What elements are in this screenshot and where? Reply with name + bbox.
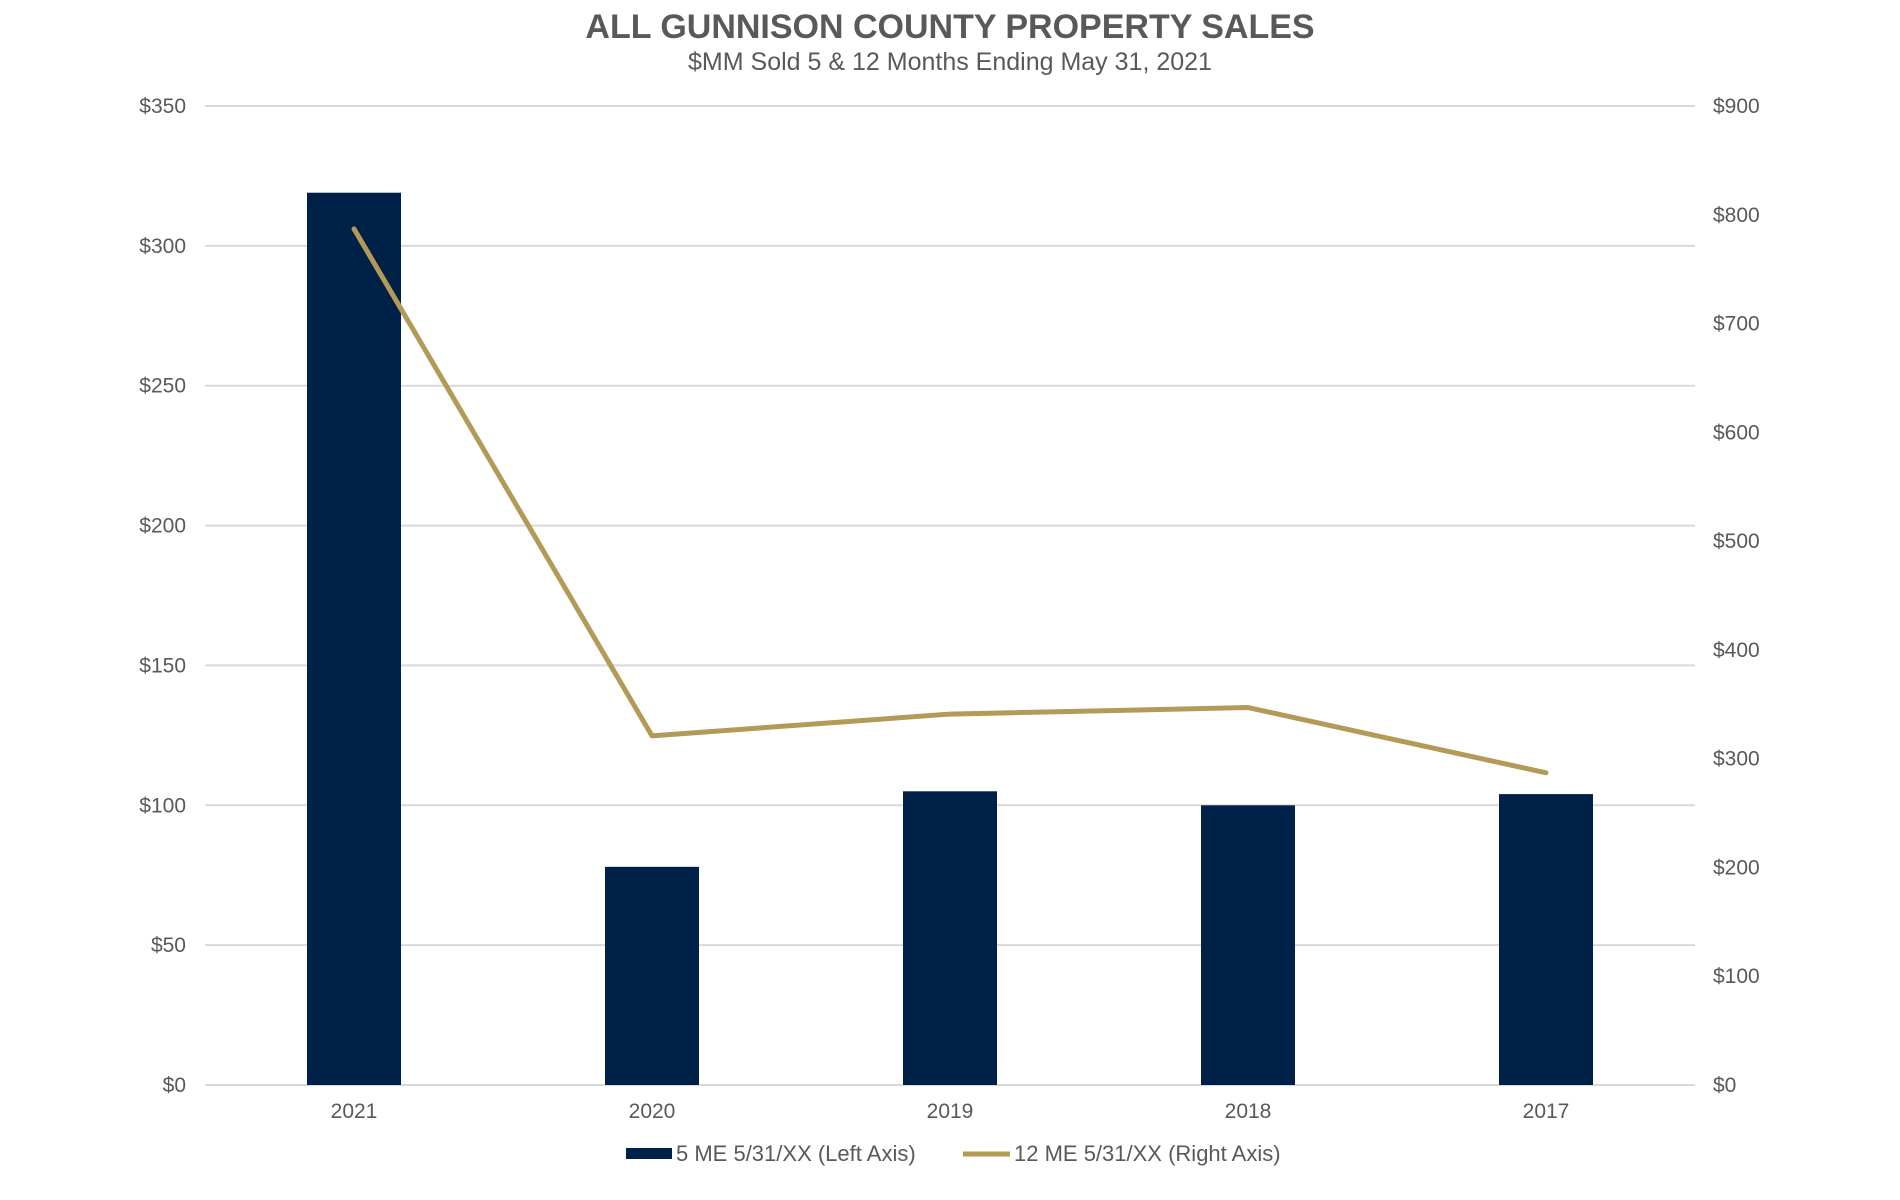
left-axis-tick-label: $0 [163,1074,186,1097]
left-axis: $0 $50 $100 $150 $200 $250 $300 $350 [139,95,186,1097]
x-axis: 2021 2020 2019 2018 2017 [331,1100,1570,1123]
left-axis-tick-label: $200 [139,515,186,538]
right-axis-tick-label: $200 [1713,856,1760,879]
line-series [351,226,1549,776]
chart-subtitle: $MM Sold 5 & 12 Months Ending May 31, 20… [688,48,1212,76]
bar [1201,805,1295,1085]
line-point [352,226,356,231]
left-axis-tick-label: $150 [139,654,186,677]
right-axis-tick-label: $0 [1713,1074,1736,1097]
right-axis-tick-label: $600 [1713,421,1760,444]
line-point [948,712,952,717]
bar-series [307,192,1593,1085]
bar [307,192,401,1085]
bar [605,866,699,1085]
right-axis-tick-label: $800 [1713,204,1760,227]
line-point [1246,705,1250,710]
chart-title: ALL GUNNISON COUNTY PROPERTY SALES [585,8,1314,46]
x-axis-tick-label: 2018 [1225,1100,1272,1123]
right-axis-tick-label: $700 [1713,313,1760,336]
x-axis-tick-label: 2017 [1523,1100,1570,1123]
x-axis-tick-label: 2020 [629,1100,676,1123]
left-axis-tick-label: $250 [139,375,186,398]
left-axis-tick-label: $350 [139,95,186,118]
x-axis-tick-label: 2021 [331,1100,378,1123]
line-point [1544,770,1548,775]
left-axis-tick-label: $100 [139,794,186,817]
legend-line-label: 12 ME 5/31/XX (Right Axis) [1014,1141,1281,1166]
bar [903,791,997,1085]
right-axis: $0 $100 $200 $300 $400 $500 $600 $700 $800 $900 [1713,95,1760,1097]
left-axis-tick-label: $50 [151,934,186,957]
x-axis-tick-label: 2019 [927,1100,974,1123]
right-axis-tick-label: $400 [1713,639,1760,662]
right-axis-tick-label: $300 [1713,748,1760,771]
right-axis-tick-label: $900 [1713,95,1760,118]
legend: 5 ME 5/31/XX (Left Axis) 12 ME 5/31/XX (… [626,1141,1281,1166]
line-series-path [351,226,1549,776]
legend-bar-label: 5 ME 5/31/XX (Left Axis) [676,1141,916,1166]
right-axis-tick-label: $100 [1713,965,1760,988]
bar [1499,794,1593,1085]
line-point [650,733,654,738]
legend-bar-swatch [626,1148,672,1159]
left-axis-tick-label: $300 [139,235,186,258]
right-axis-tick-label: $500 [1713,530,1760,553]
